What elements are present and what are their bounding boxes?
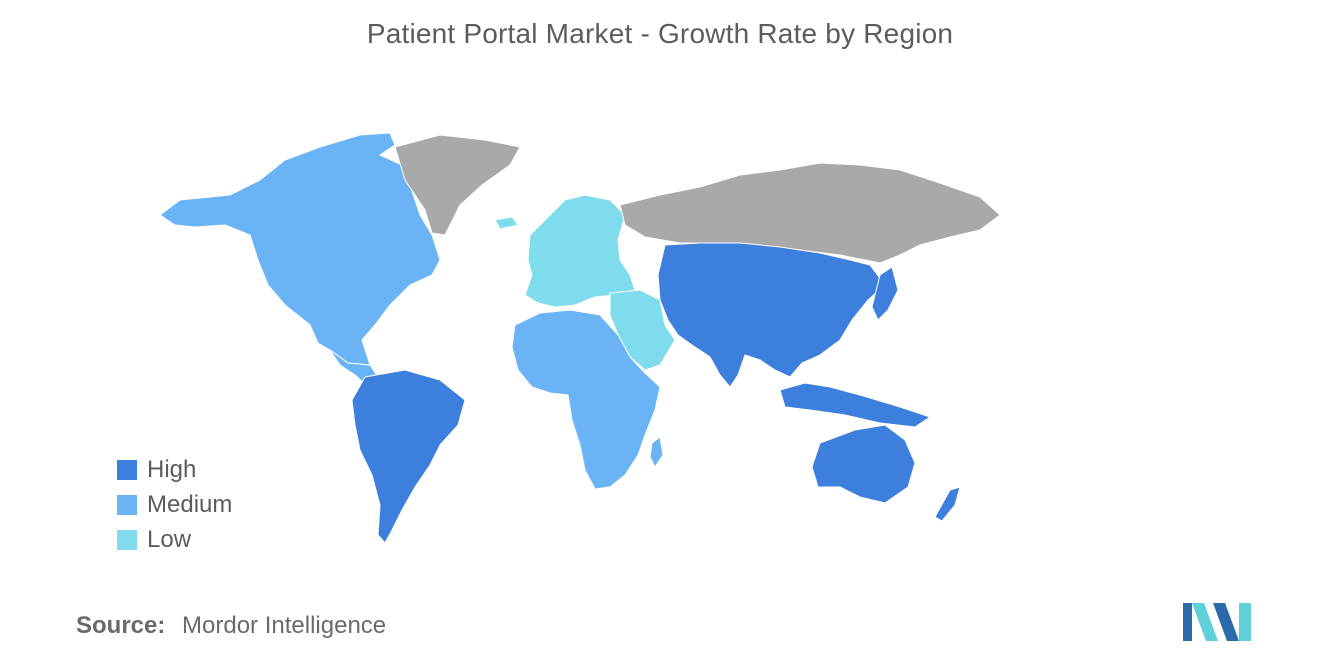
legend-label-high: High	[147, 455, 197, 483]
legend: High Medium Low	[117, 452, 232, 557]
region-north-america	[159, 132, 441, 366]
legend-label-low: Low	[147, 525, 192, 553]
source-label: Source:	[76, 612, 166, 639]
logo-right-slash	[1213, 603, 1239, 641]
region-south-america	[351, 369, 466, 544]
legend-swatch-low	[117, 529, 137, 550]
region-africa	[511, 309, 661, 490]
source-value: Mordor Intelligence	[182, 612, 387, 639]
region-madagascar	[649, 436, 664, 468]
region-greenland	[394, 134, 521, 236]
mordor-intelligence-logo	[1183, 603, 1251, 641]
legend-label-medium: Medium	[147, 490, 233, 518]
logo-right-bar	[1239, 603, 1251, 641]
legend-item-high: High	[117, 452, 232, 487]
chart-title: Patient Portal Market - Growth Rate by R…	[366, 18, 954, 49]
region-australia	[811, 424, 916, 504]
region-europe	[524, 194, 636, 308]
logo-left-slash	[1192, 603, 1218, 641]
region-new-zealand	[934, 486, 961, 522]
legend-swatch-high	[117, 459, 137, 480]
logo-left-bar	[1183, 603, 1192, 641]
region-southeast-asia-islands	[779, 382, 932, 428]
legend-item-medium: Medium	[117, 487, 232, 522]
region-asia	[657, 242, 886, 388]
region-iceland	[494, 216, 519, 230]
legend-swatch-medium	[117, 494, 137, 515]
world-map	[159, 132, 1001, 544]
source-note: Source: Mordor Intelligence	[76, 612, 386, 640]
region-japan	[871, 266, 899, 321]
legend-item-low: Low	[117, 522, 232, 557]
